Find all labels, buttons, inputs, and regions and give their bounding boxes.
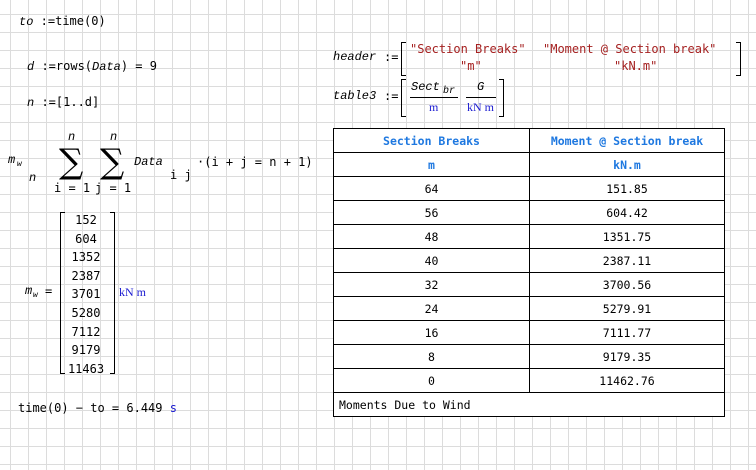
elapsed-time[interactable]: time(0) − to = 6.449 s xyxy=(18,401,177,415)
table-header-row: Section Breaks Moment @ Section break xyxy=(333,128,725,153)
n-definition[interactable]: n :=[1..d] xyxy=(27,95,100,110)
right-bracket xyxy=(110,212,115,374)
table-row: 0 11462.76 xyxy=(333,368,725,393)
mw-vector: 152 604 1352 2387 3701 5280 7112 9179 11463 xyxy=(67,213,105,376)
moments-table: Section Breaks Moment @ Section break m kN… xyxy=(333,128,725,417)
sum-icon: ∑ xyxy=(100,142,125,182)
table-row: 40 2387.11 xyxy=(333,248,725,273)
table-row: 16 7111.77 xyxy=(333,320,725,345)
d-definition[interactable]: d :=rows(Data) = 9 xyxy=(27,59,157,74)
table-row: 8 9179.35 xyxy=(333,344,725,369)
table-row: 24 5279.91 xyxy=(333,296,725,321)
table-row: 32 3700.56 xyxy=(333,272,725,297)
table-units-row: m kN.m xyxy=(333,152,725,177)
table-row: 64 151.85 xyxy=(333,176,725,201)
to-definition[interactable]: to :=time(0) xyxy=(19,14,106,29)
table-row: 48 1351.75 xyxy=(333,224,725,249)
table-footer: Moments Due to Wind xyxy=(333,392,725,417)
sum-icon: ∑ xyxy=(59,142,84,182)
unit-label: kN m xyxy=(119,285,146,299)
left-bracket xyxy=(60,212,65,374)
table-row: 56 604.42 xyxy=(333,200,725,225)
